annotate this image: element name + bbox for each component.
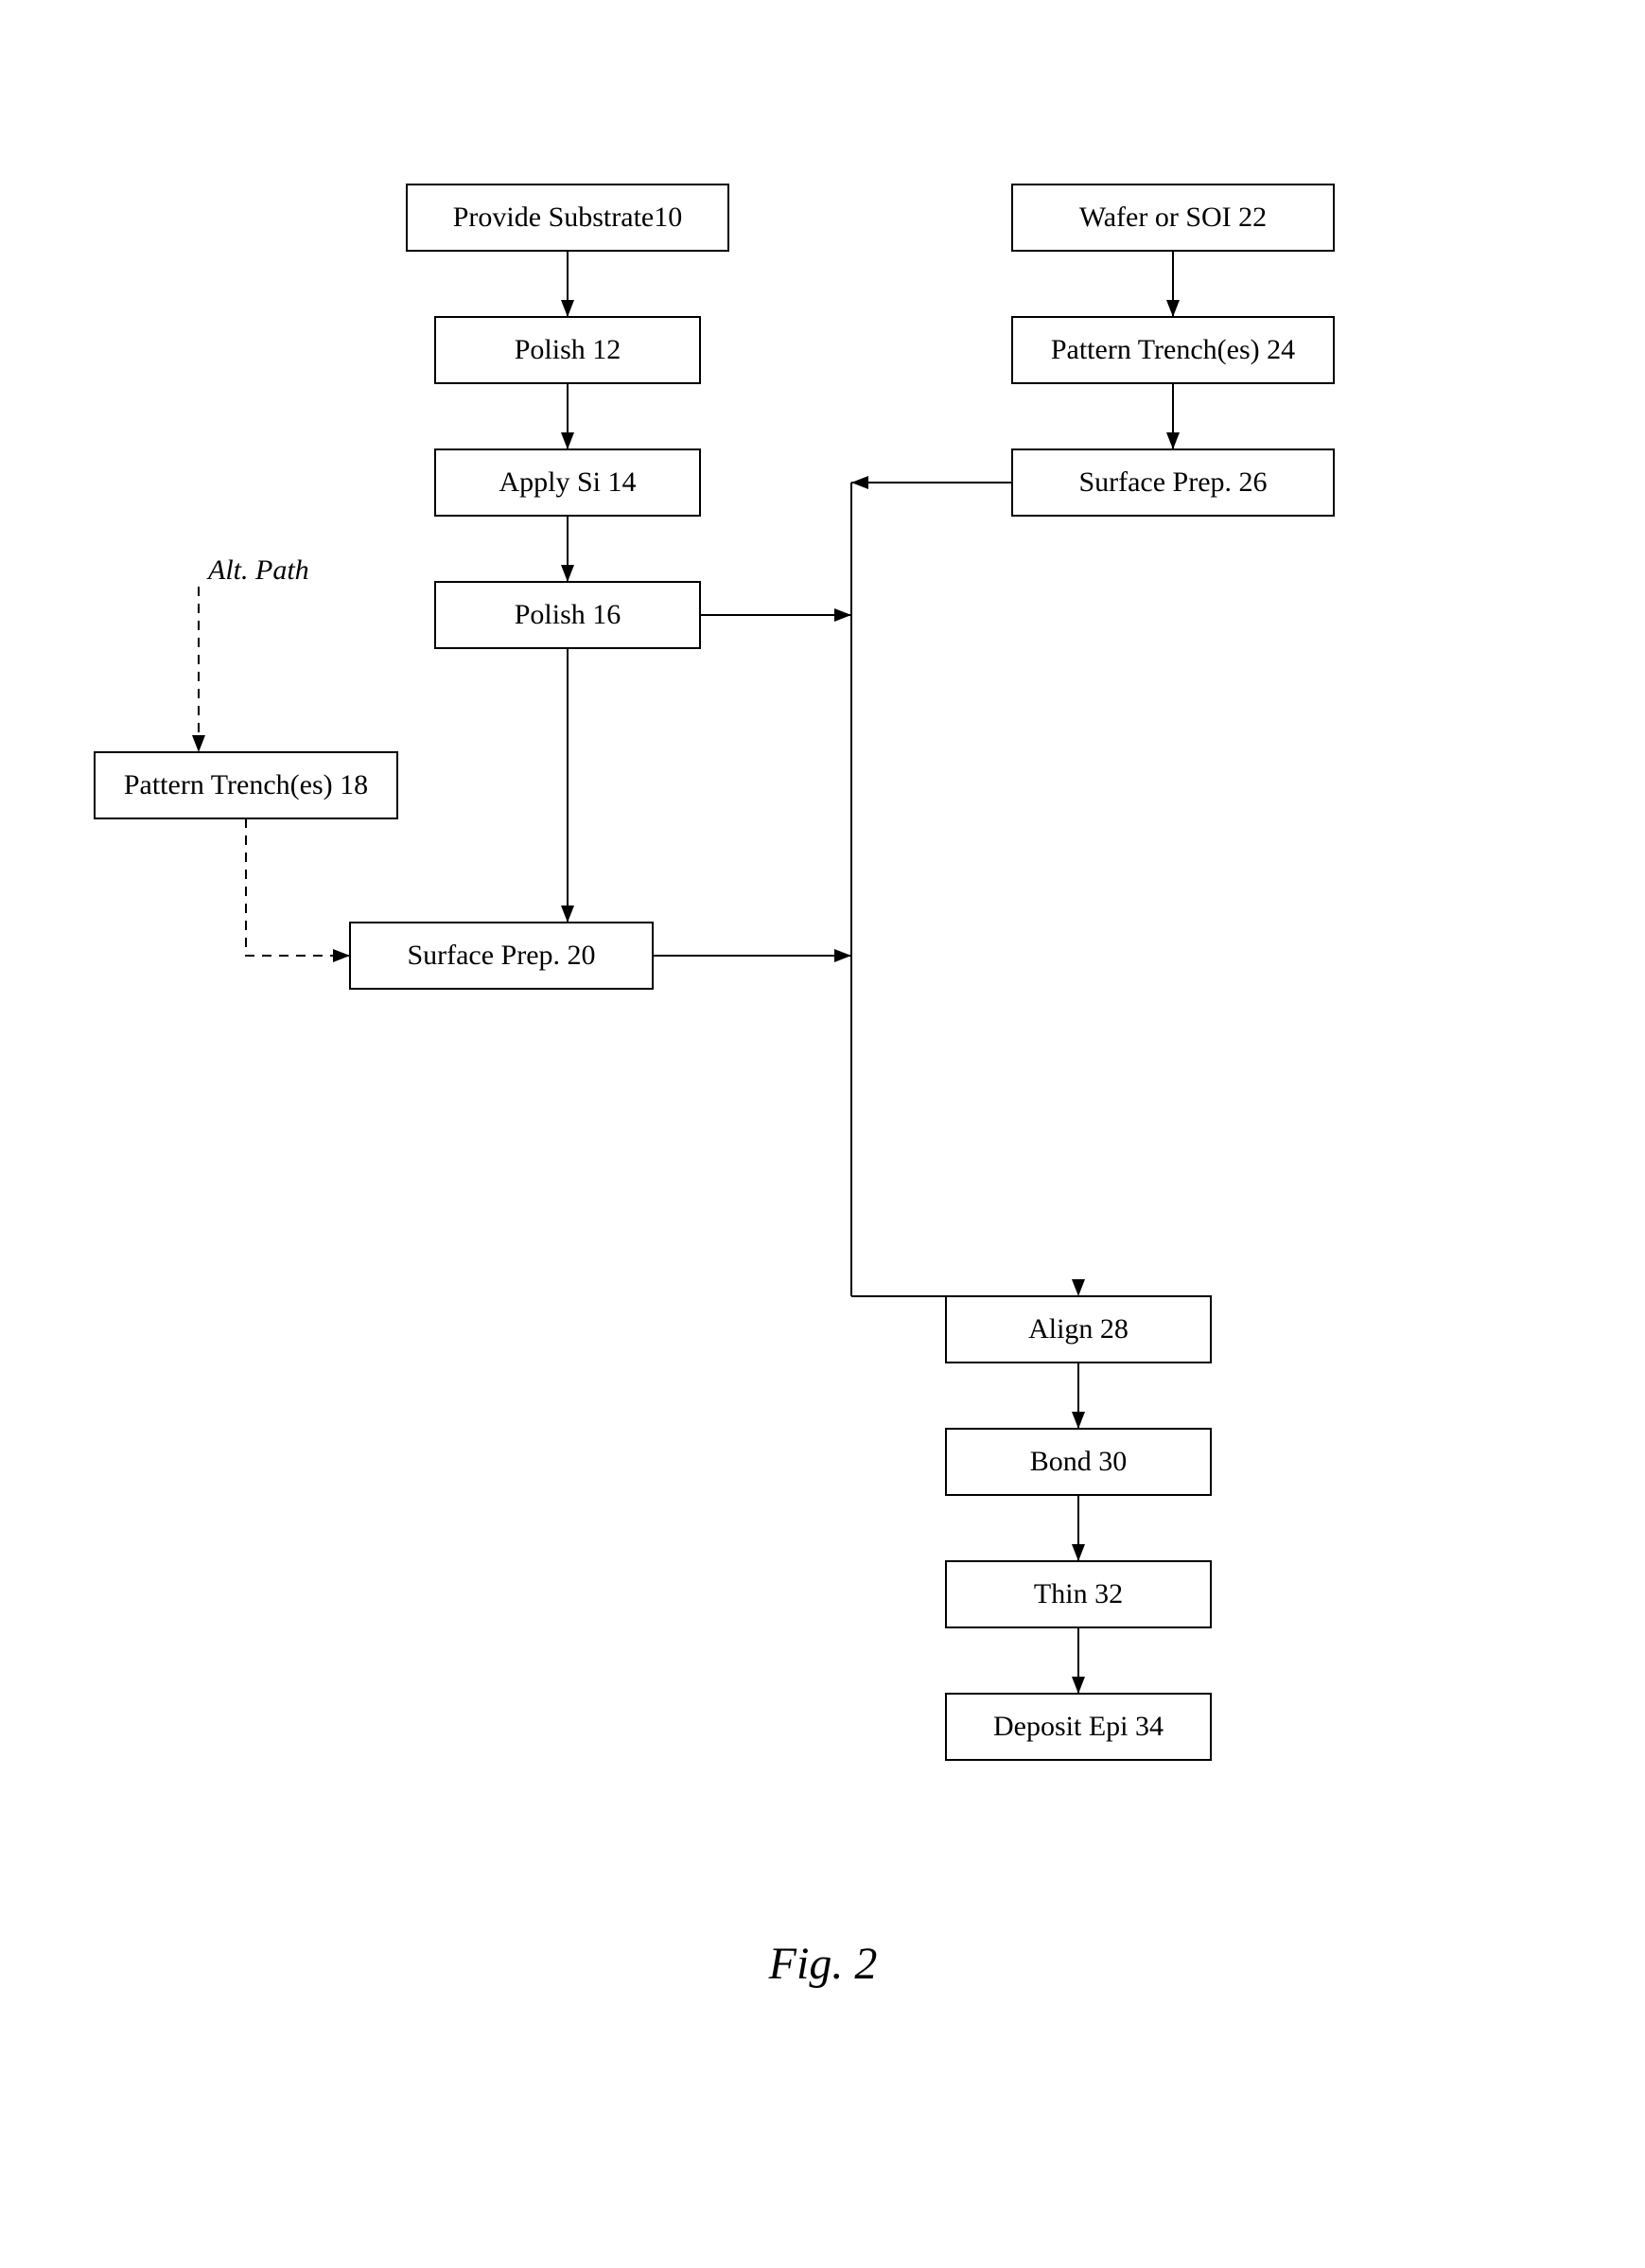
alt-edge-2 <box>246 818 350 956</box>
arrow-head <box>1166 432 1180 449</box>
arrow-head <box>561 905 574 923</box>
label-n22: Wafer or SOI 22 <box>1079 202 1267 233</box>
label-n16: Polish 16 <box>515 599 621 630</box>
node-n16: Polish 16 <box>435 582 700 648</box>
node-n12: Polish 12 <box>435 317 700 383</box>
label-n28: Align 28 <box>1028 1313 1129 1345</box>
arrow-head <box>1166 300 1180 317</box>
node-n22: Wafer or SOI 22 <box>1012 185 1334 251</box>
arrow-head <box>192 735 205 752</box>
arrow-head <box>333 949 350 962</box>
figure-caption: Fig. 2 <box>768 1939 878 1989</box>
label-n26: Surface Prep. 26 <box>1078 466 1267 498</box>
arrow-head <box>834 608 851 622</box>
node-n26: Surface Prep. 26 <box>1012 449 1334 516</box>
alt-path-label: Alt. Path <box>206 554 309 586</box>
node-n28: Align 28 <box>946 1296 1211 1363</box>
label-n10: Provide Substrate10 <box>453 202 682 233</box>
label-n32: Thin 32 <box>1034 1578 1123 1609</box>
node-n34: Deposit Epi 34 <box>946 1694 1211 1760</box>
node-n18: Pattern Trench(es) 18 <box>95 752 397 818</box>
label-n14: Apply Si 14 <box>499 466 636 498</box>
arrow-head <box>851 476 868 489</box>
node-n14: Apply Si 14 <box>435 449 700 516</box>
arrow-head <box>561 300 574 317</box>
arrow-head <box>1072 1412 1085 1429</box>
node-n30: Bond 30 <box>946 1429 1211 1495</box>
node-n20: Surface Prep. 20 <box>350 923 653 989</box>
label-n34: Deposit Epi 34 <box>993 1711 1164 1742</box>
node-n10: Provide Substrate10 <box>407 185 728 251</box>
arrow-head <box>834 949 851 962</box>
arrow-head <box>561 565 574 582</box>
label-n20: Surface Prep. 20 <box>407 940 595 971</box>
node-n24: Pattern Trench(es) 24 <box>1012 317 1334 383</box>
label-n12: Polish 12 <box>515 334 621 365</box>
label-n18: Pattern Trench(es) 18 <box>124 769 368 800</box>
arrow-head <box>561 432 574 449</box>
arrow-head <box>1072 1279 1085 1296</box>
arrow-head <box>1072 1544 1085 1561</box>
label-n24: Pattern Trench(es) 24 <box>1051 334 1295 365</box>
node-n32: Thin 32 <box>946 1561 1211 1627</box>
arrow-head <box>1072 1677 1085 1694</box>
label-n30: Bond 30 <box>1030 1446 1128 1477</box>
